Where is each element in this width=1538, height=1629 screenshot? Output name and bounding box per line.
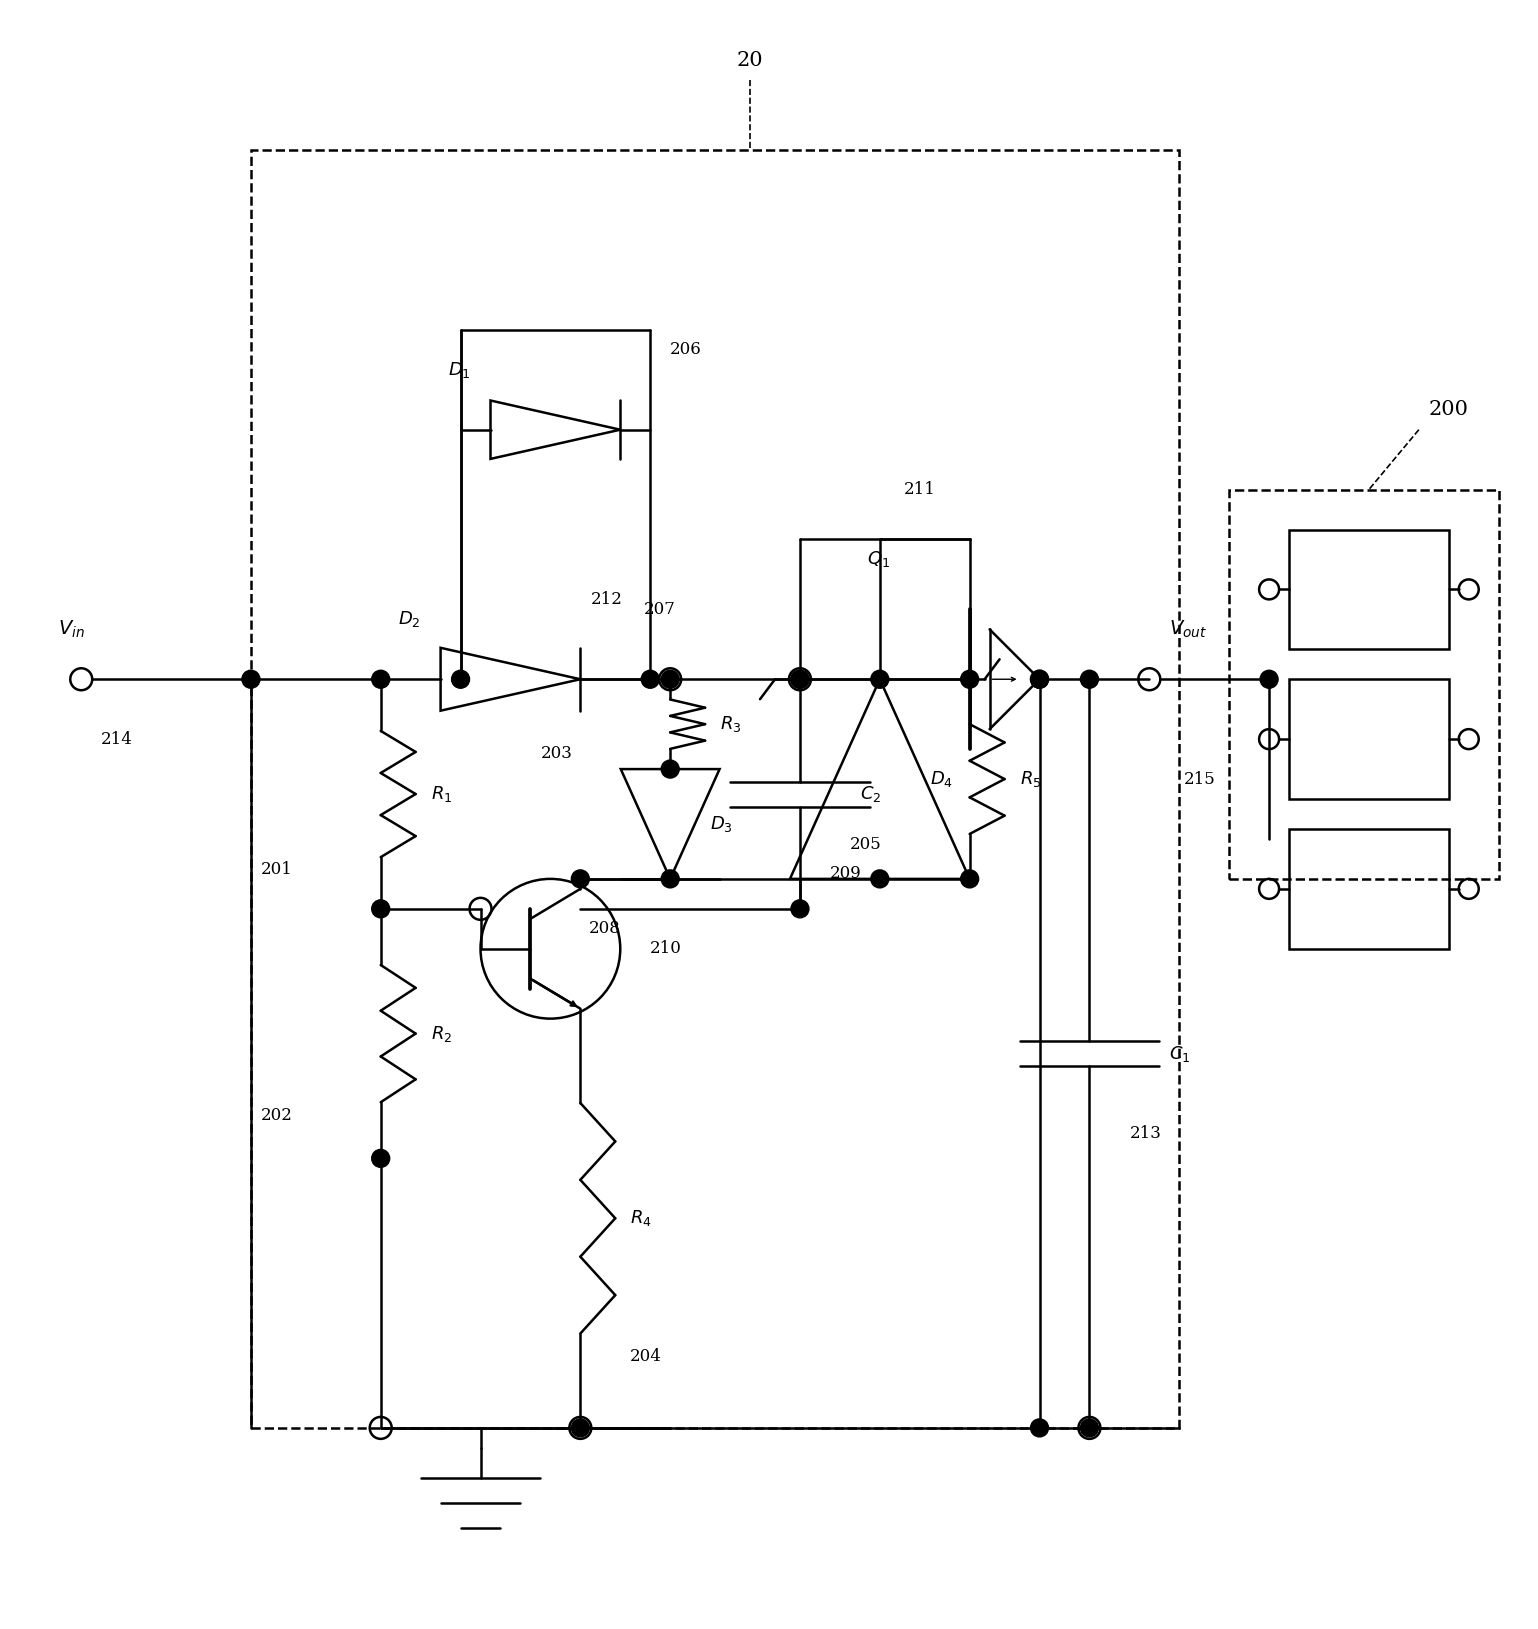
Text: 213: 213 [1129,1126,1161,1142]
Text: 206: 206 [671,342,701,358]
Circle shape [661,670,680,687]
Text: 203: 203 [540,746,572,762]
Text: $C_2$: $C_2$ [860,784,881,805]
Circle shape [372,670,389,687]
Text: 214: 214 [102,731,134,748]
Circle shape [1030,670,1049,687]
Circle shape [372,1150,389,1168]
Circle shape [372,899,389,917]
Text: 209: 209 [831,865,861,883]
Text: $D_1$: $D_1$ [448,360,471,380]
Text: $R_5$: $R_5$ [1020,769,1041,788]
Bar [1289,679,1449,800]
Text: $D_2$: $D_2$ [398,609,420,629]
Circle shape [1030,670,1049,687]
Text: 202: 202 [261,1108,292,1124]
Circle shape [1080,670,1098,687]
Text: $D_3$: $D_3$ [711,814,734,834]
Bar [1289,529,1449,650]
Circle shape [1030,1419,1049,1437]
Circle shape [791,670,809,687]
Circle shape [961,670,978,687]
Circle shape [791,670,809,687]
Text: $V_{out}$: $V_{out}$ [1169,619,1207,640]
Text: $R_2$: $R_2$ [431,1023,452,1044]
Text: $D_4$: $D_4$ [929,769,954,788]
Circle shape [641,670,660,687]
Circle shape [791,899,809,917]
Text: 207: 207 [644,601,677,617]
Circle shape [871,670,889,687]
Text: 212: 212 [591,591,623,608]
Circle shape [871,870,889,888]
Text: 210: 210 [651,940,681,958]
Bar [1289,829,1449,948]
Circle shape [661,761,680,779]
Circle shape [1260,670,1278,687]
Circle shape [1080,1419,1098,1437]
Text: 20: 20 [737,50,763,70]
Text: $R_4$: $R_4$ [631,1209,652,1228]
Text: 208: 208 [589,920,620,937]
Text: $R_1$: $R_1$ [431,784,452,805]
Text: 200: 200 [1429,401,1469,419]
Text: 204: 204 [631,1349,663,1365]
Circle shape [571,1419,589,1437]
Circle shape [661,870,680,888]
Circle shape [241,670,260,687]
Text: 201: 201 [261,862,292,878]
Circle shape [961,870,978,888]
Text: 205: 205 [851,836,881,854]
Text: $C_1$: $C_1$ [1169,1044,1190,1064]
Text: 211: 211 [904,481,935,498]
Circle shape [571,870,589,888]
Text: 215: 215 [1183,771,1215,787]
Text: $V_{in}$: $V_{in}$ [58,619,85,640]
Circle shape [452,670,469,687]
Text: $R_3$: $R_3$ [720,714,741,735]
Text: $Q_1$: $Q_1$ [867,549,891,570]
